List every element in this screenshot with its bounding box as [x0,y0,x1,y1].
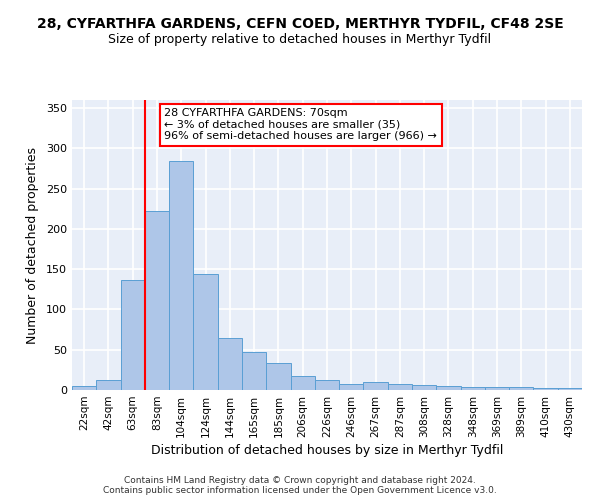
Bar [509,387,533,390]
Bar [388,384,412,390]
Bar [315,380,339,390]
Text: 28 CYFARTHFA GARDENS: 70sqm
← 3% of detached houses are smaller (35)
96% of semi: 28 CYFARTHFA GARDENS: 70sqm ← 3% of deta… [164,108,437,142]
Bar [169,161,193,390]
Bar [290,376,315,390]
Bar [436,386,461,390]
Bar [461,387,485,390]
Bar [558,388,582,390]
Text: 28, CYFARTHFA GARDENS, CEFN COED, MERTHYR TYDFIL, CF48 2SE: 28, CYFARTHFA GARDENS, CEFN COED, MERTHY… [37,18,563,32]
Bar [242,352,266,390]
Bar [72,386,96,390]
Bar [218,338,242,390]
Bar [193,274,218,390]
X-axis label: Distribution of detached houses by size in Merthyr Tydfil: Distribution of detached houses by size … [151,444,503,457]
Bar [96,380,121,390]
Bar [364,382,388,390]
Bar [533,388,558,390]
Bar [266,364,290,390]
Bar [412,385,436,390]
Text: Size of property relative to detached houses in Merthyr Tydfil: Size of property relative to detached ho… [109,32,491,46]
Bar [145,211,169,390]
Bar [485,387,509,390]
Bar [121,280,145,390]
Bar [339,384,364,390]
Y-axis label: Number of detached properties: Number of detached properties [26,146,39,344]
Text: Contains HM Land Registry data © Crown copyright and database right 2024.
Contai: Contains HM Land Registry data © Crown c… [103,476,497,495]
